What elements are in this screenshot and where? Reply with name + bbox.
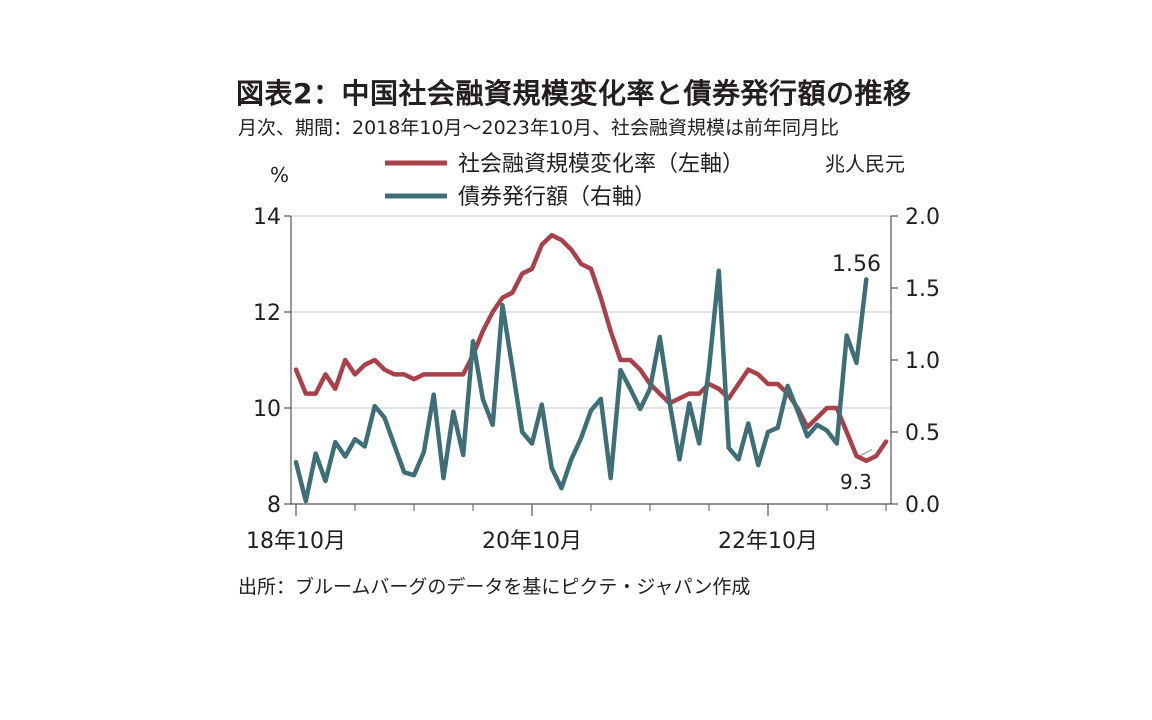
series-line-bond-issuance (293, 268, 869, 504)
right-tick-label: 1.0 (905, 349, 940, 374)
left-tick-label: 8 (267, 493, 281, 518)
right-tick-label: 0.0 (905, 493, 940, 518)
legend-label-bond-issuance: 債券発行額（右軸） (458, 185, 656, 210)
right-tick-label: 0.5 (905, 421, 940, 446)
right-tick-label: 1.5 (905, 277, 940, 302)
series-line-social-financing (293, 232, 889, 464)
legend-label-social-financing: 社会融資規模変化率（左軸） (458, 152, 744, 177)
series-group (293, 232, 889, 504)
legend: 社会融資規模変化率（左軸） 債券発行額（右軸） (385, 152, 744, 210)
chart-title: 図表2：中国社会融資規模変化率と債券発行額の推移 (236, 77, 912, 110)
end-label-leader (859, 449, 873, 457)
bond-end-label: 1.56 (832, 252, 881, 277)
left-tick-label: 10 (253, 397, 281, 422)
axes: 8 10 12 14 0.0 0.5 1.0 1.5 2.0 18年10月 20年10月 22年10月 (246, 205, 940, 554)
right-tick-label: 2.0 (905, 205, 940, 230)
x-tick-label: 20年10月 (482, 529, 582, 554)
x-tick-label: 18年10月 (246, 529, 346, 554)
x-tick-label: 22年10月 (718, 529, 818, 554)
right-axis-unit: 兆人民元 (825, 152, 905, 176)
left-tick-label: 12 (253, 301, 281, 326)
source-note: 出所：ブルームバーグのデータを基にピクテ・ジャパン作成 (238, 576, 751, 598)
left-axis-unit: % (270, 163, 289, 187)
chart-subtitle: 月次、期間：2018年10月～2023年10月、社会融資規模は前年同月比 (238, 117, 840, 139)
left-tick-label: 14 (253, 205, 281, 230)
gridlines (291, 215, 891, 409)
sfs-end-label: 9.3 (840, 470, 872, 494)
